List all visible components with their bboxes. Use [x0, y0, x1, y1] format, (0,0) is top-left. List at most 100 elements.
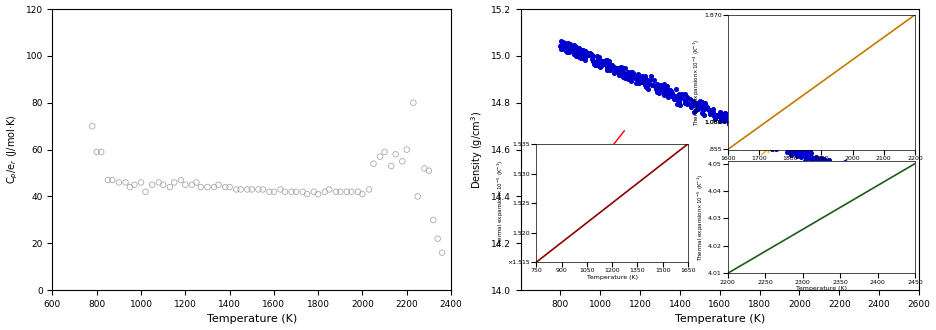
Point	[751, 126, 766, 131]
Point	[809, 154, 824, 159]
Point	[617, 72, 632, 77]
Point	[696, 106, 711, 111]
Point	[628, 80, 643, 85]
Y-axis label: Density (g/cm$^3$): Density (g/cm$^3$)	[469, 111, 485, 189]
Point	[726, 119, 741, 124]
Point	[625, 70, 640, 76]
Point	[692, 104, 707, 109]
Point	[731, 123, 746, 128]
Point	[295, 189, 310, 194]
Point	[748, 130, 763, 135]
Point	[373, 154, 388, 159]
Point	[885, 187, 900, 193]
Point	[589, 61, 604, 66]
Point	[599, 66, 614, 71]
Point	[621, 72, 636, 78]
Point	[599, 58, 614, 63]
Point	[689, 100, 704, 106]
Point	[657, 87, 672, 92]
Point	[783, 150, 798, 155]
Point	[563, 48, 578, 53]
Point	[366, 161, 381, 166]
Point	[680, 95, 695, 100]
Point	[636, 76, 651, 81]
Point	[628, 74, 643, 80]
Point	[570, 46, 585, 51]
Point	[726, 122, 741, 127]
Point	[623, 78, 638, 83]
Point	[809, 163, 824, 168]
Point	[857, 179, 872, 184]
Point	[685, 102, 700, 108]
Point	[786, 149, 801, 155]
Point	[887, 190, 902, 195]
Point	[820, 158, 835, 164]
Point	[686, 102, 701, 107]
Point	[885, 190, 899, 195]
Point	[665, 93, 680, 98]
Point	[594, 64, 609, 69]
Point	[656, 92, 671, 97]
Point	[162, 184, 177, 190]
Point	[784, 142, 799, 147]
Point	[632, 76, 647, 82]
Point	[800, 155, 815, 160]
Point	[840, 172, 855, 177]
Point	[764, 143, 779, 148]
Point	[815, 156, 830, 161]
Point	[866, 186, 881, 191]
Point	[804, 150, 819, 156]
Point	[651, 90, 666, 95]
Point	[827, 167, 842, 172]
Point	[592, 54, 607, 60]
Point	[832, 169, 847, 174]
Point	[700, 105, 715, 110]
Point	[572, 49, 587, 54]
Point	[377, 149, 392, 154]
Point	[667, 93, 682, 99]
Point	[678, 91, 693, 97]
Point	[614, 68, 629, 74]
Point	[715, 115, 730, 120]
Point	[590, 59, 605, 64]
Point	[384, 163, 399, 169]
Point	[768, 146, 783, 151]
Point	[561, 50, 576, 55]
Point	[752, 133, 767, 138]
Point	[595, 61, 610, 66]
Point	[768, 138, 782, 143]
Point	[790, 146, 805, 151]
Point	[722, 111, 737, 116]
Point	[431, 236, 446, 241]
Point	[729, 118, 744, 123]
Point	[638, 80, 653, 85]
Point	[590, 53, 605, 59]
Point	[746, 130, 761, 135]
Point	[811, 157, 826, 162]
Point	[695, 99, 709, 104]
Y-axis label: C$_p$/e$_r$ (J/mol·K): C$_p$/e$_r$ (J/mol·K)	[6, 115, 20, 184]
Point	[752, 127, 767, 132]
Point	[561, 41, 576, 46]
Point	[675, 91, 690, 96]
Point	[885, 190, 900, 195]
Point	[695, 107, 710, 113]
Point	[639, 83, 654, 88]
Point	[695, 101, 710, 107]
Point	[222, 184, 237, 190]
Point	[654, 88, 669, 94]
Point	[184, 182, 199, 187]
Point	[694, 99, 709, 104]
Point	[588, 62, 603, 67]
Point	[879, 189, 894, 194]
Point	[311, 191, 326, 197]
Point	[333, 189, 348, 194]
Point	[849, 179, 864, 184]
Point	[785, 148, 800, 154]
Point	[643, 77, 658, 82]
Point	[691, 106, 706, 111]
Point	[105, 178, 120, 183]
Point	[802, 152, 817, 158]
Point	[574, 56, 589, 61]
Point	[632, 76, 647, 81]
